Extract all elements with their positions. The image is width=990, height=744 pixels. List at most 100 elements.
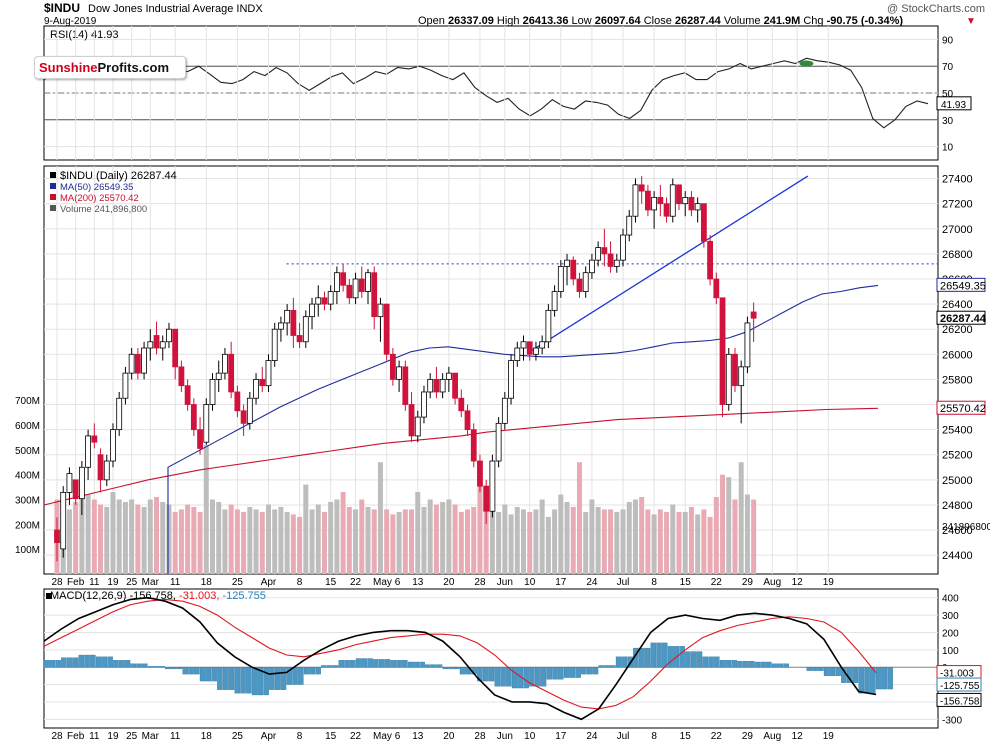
macd-date-tick-label: 22	[350, 731, 362, 742]
candle-body	[365, 272, 371, 292]
legend-swatch	[50, 205, 56, 211]
macd-histogram-bar	[182, 667, 188, 675]
volume-bar	[701, 509, 707, 574]
candle-body	[452, 372, 458, 399]
volume-bar	[645, 509, 651, 574]
macd-histogram-bar	[303, 667, 310, 675]
macd-histogram-bar	[130, 663, 136, 668]
volume-bar	[359, 499, 365, 574]
volume-bar	[608, 509, 614, 574]
volume-bar	[452, 504, 458, 574]
candle-body	[557, 266, 564, 292]
macd-histogram-bar	[806, 667, 812, 671]
macd-histogram-bar	[419, 661, 425, 668]
volume-bar	[732, 499, 738, 574]
macd-tick-label: -300	[942, 715, 962, 726]
candle-body	[159, 341, 166, 349]
macd-histogram-bar	[49, 660, 56, 668]
macd-histogram-bar	[523, 667, 529, 689]
volume-bar	[228, 504, 234, 574]
price-tick-label: 27400	[942, 174, 973, 186]
candle-body	[458, 397, 465, 412]
macd-histogram-bar	[586, 667, 593, 675]
macd-histogram-bar	[714, 656, 720, 668]
macd-histogram-bar	[367, 658, 373, 668]
macd-histogram-bar	[852, 667, 859, 683]
macd-histogram-bar	[90, 654, 96, 668]
date-tick-label: Jul	[617, 577, 630, 588]
candle-body	[700, 203, 707, 242]
volume-bar	[514, 506, 520, 574]
rsi-tick-label: 10	[942, 143, 954, 154]
macd-histogram-bar	[338, 660, 344, 668]
volume-tick-label: 500M	[15, 446, 40, 457]
macd-histogram-bar	[812, 667, 818, 671]
macd-histogram-bar	[205, 667, 212, 682]
macd-tick-label: 400	[942, 594, 959, 605]
price-tick-label: 26200	[942, 324, 973, 336]
candle-body	[545, 309, 552, 343]
volume-bar	[104, 506, 110, 574]
volume-bar	[384, 509, 390, 574]
macd-date-tick-label: 13	[412, 731, 424, 742]
candle-body	[85, 435, 91, 468]
legend-entry: MA(50) 26549.35	[60, 182, 133, 193]
volume-bar	[552, 509, 558, 574]
date-tick-label: Aug	[763, 577, 781, 588]
macd-histogram-bar	[425, 664, 431, 668]
date-tick-label: 18	[201, 577, 213, 588]
candle-body	[439, 379, 446, 393]
macd-line	[43, 596, 877, 721]
macd-histogram-bar	[650, 642, 656, 668]
candle-body	[383, 303, 390, 355]
macd-date-tick-label: 11	[170, 731, 181, 742]
macd-histogram-bar	[361, 658, 368, 668]
date-tick-label: 25	[126, 577, 138, 588]
macd-histogram-bar	[378, 659, 385, 668]
macd-histogram-bar	[269, 667, 275, 690]
candle-body	[464, 410, 471, 431]
macd-histogram-bar	[373, 659, 379, 668]
volume-bar	[185, 504, 191, 574]
ma50-line	[167, 284, 879, 574]
volume-bar	[440, 501, 446, 574]
macd-value-box	[936, 677, 982, 692]
volume-bar	[241, 511, 247, 574]
volume-bar	[651, 514, 657, 574]
macd-histogram-bar	[858, 667, 864, 694]
ma200-line	[43, 407, 879, 506]
macd-histogram-bar	[309, 667, 316, 675]
volume-bar	[191, 506, 197, 574]
volume-bar	[614, 511, 620, 574]
macd-histogram-bar	[598, 665, 604, 668]
macd-tick-label: 300	[942, 611, 959, 622]
price-tick-label: 25200	[942, 450, 973, 462]
macd-histogram-bar	[823, 667, 830, 677]
date-tick-label: 22	[350, 577, 362, 588]
volume-bar	[682, 511, 688, 574]
date-tick-label: 10	[524, 577, 536, 588]
candle-body	[91, 435, 98, 443]
volume-bar	[377, 462, 383, 574]
volume-bar	[583, 511, 589, 574]
macd-date-tick-label: 22	[711, 731, 723, 742]
candle-body	[352, 278, 359, 299]
ticker-symbol: $INDU	[44, 1, 80, 15]
macd-histogram-bar	[777, 663, 784, 668]
candle-body	[707, 240, 713, 280]
macd-date-tick-label: Feb	[67, 731, 85, 742]
volume-bar	[657, 509, 663, 574]
macd-histogram-bar	[228, 667, 235, 690]
macd-date-tick-label: 18	[201, 731, 213, 742]
volume-bar	[272, 509, 278, 574]
volume-bar	[334, 499, 340, 574]
macd-date-tick-label: 12	[792, 731, 804, 742]
candle-body	[377, 303, 384, 318]
macd-histogram-bar	[656, 642, 662, 668]
macd-histogram-bar	[748, 660, 755, 668]
volume-axis-label: 241896800	[942, 522, 990, 533]
volume-tick-label: 600M	[15, 421, 40, 432]
macd-histogram-bar	[159, 666, 165, 668]
volume-bar	[570, 506, 576, 574]
volume-bar	[396, 511, 402, 574]
